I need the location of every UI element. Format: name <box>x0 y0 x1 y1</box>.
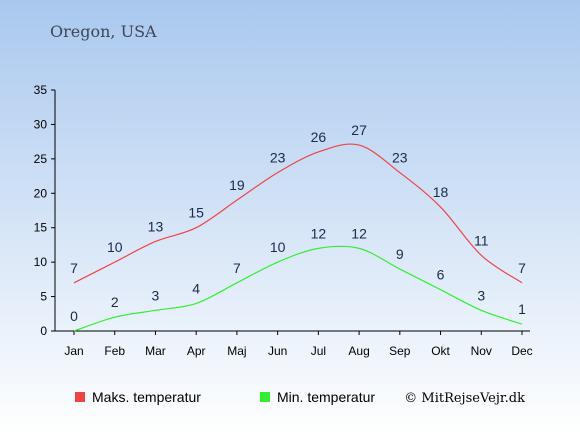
x-tick-label: Apr <box>187 344 206 358</box>
max-temp-label: 27 <box>351 122 367 138</box>
y-tick-label: 15 <box>34 221 48 235</box>
min-temp-label: 6 <box>437 267 445 283</box>
min-temp-line <box>73 245 523 332</box>
legend: Maks. temperatur Min. temperatur <box>75 389 375 405</box>
credit-text: © MitRejseVejr.dk <box>404 391 525 406</box>
max-temp-label: 26 <box>311 129 327 145</box>
max-temp-label: 7 <box>518 260 526 276</box>
max-temp-label: 7 <box>70 260 78 276</box>
x-tick-label: Jul <box>311 344 326 358</box>
x-tick-label: Nov <box>471 344 492 358</box>
y-tick-label: 25 <box>34 152 48 166</box>
min-temp-label: 9 <box>396 246 404 262</box>
min-temp-label: 3 <box>477 287 485 303</box>
x-tick-label: Sep <box>389 344 411 358</box>
x-tick-label: Jun <box>268 344 287 358</box>
y-tick-label: 0 <box>40 324 47 338</box>
min-temp-label: 10 <box>270 239 286 255</box>
max-temp-label: 23 <box>392 150 408 166</box>
x-tick-label: Feb <box>104 344 125 358</box>
legend-swatch-min <box>260 392 270 402</box>
min-temp-label: 2 <box>111 294 119 310</box>
min-temp-label: 7 <box>233 260 241 276</box>
chart-title: Oregon, USA <box>50 22 157 41</box>
y-tick-label: 20 <box>34 186 48 200</box>
y-tick-label: 10 <box>34 255 48 269</box>
y-tick-label: 30 <box>34 117 48 131</box>
x-tick-label: Okt <box>431 344 450 358</box>
min-temp-label: 4 <box>192 280 200 296</box>
x-tick-label: Maj <box>227 344 246 358</box>
legend-label-min: Min. temperatur <box>277 389 375 405</box>
max-temp-label: 19 <box>229 177 245 193</box>
max-temp-label: 15 <box>188 205 204 221</box>
max-temp-label: 10 <box>107 239 123 255</box>
legend-swatch-max <box>75 392 85 402</box>
min-temp-label: 12 <box>311 225 327 241</box>
min-temp-label: 0 <box>70 308 78 324</box>
min-temp-label: 1 <box>518 301 526 317</box>
min-temp-label: 3 <box>152 287 160 303</box>
x-tick-label: Mar <box>145 344 166 358</box>
x-tick-label: Aug <box>348 344 369 358</box>
x-tick-label: Jan <box>64 344 83 358</box>
max-temp-label: 18 <box>433 184 449 200</box>
legend-label-max: Maks. temperatur <box>92 389 201 405</box>
x-tick-label: Dec <box>511 344 532 358</box>
y-tick-label: 35 <box>34 83 48 97</box>
series-layer <box>73 143 523 332</box>
min-temp-label: 12 <box>351 225 367 241</box>
max-temp-line <box>73 143 523 284</box>
max-temp-label: 11 <box>474 232 489 248</box>
y-tick-label: 5 <box>40 290 47 304</box>
max-temp-label: 23 <box>270 150 286 166</box>
max-temp-label: 13 <box>148 218 164 234</box>
